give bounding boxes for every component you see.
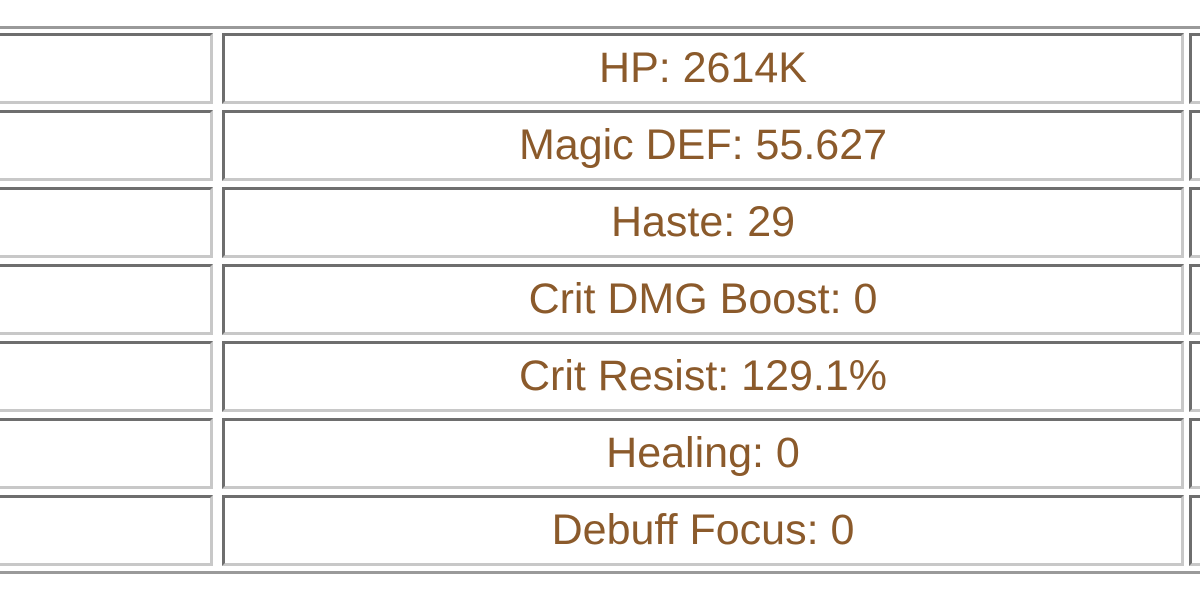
stat-cell: Debuff Focus: 0 [222,495,1184,566]
right-cell [1189,341,1200,412]
right-cell [1189,110,1200,181]
right-cell [1189,264,1200,335]
stats-table [0,26,1200,574]
left-cell [0,418,213,489]
right-cell [1189,418,1200,489]
left-cell [0,495,213,566]
right-cell [1189,187,1200,258]
left-cell [0,187,213,258]
left-cell [0,264,213,335]
left-cell [0,341,213,412]
left-cell [0,33,213,104]
stat-cell: Healing: 0 [222,418,1184,489]
stat-cell: Haste: 29 [222,187,1184,258]
stat-cell: Crit DMG Boost: 0 [222,264,1184,335]
stat-cell: Crit Resist: 129.1% [222,341,1184,412]
left-cell [0,110,213,181]
right-cell [1189,33,1200,104]
stat-cell: HP: 2614K [222,33,1184,104]
right-cell [1189,495,1200,566]
stat-cell: Magic DEF: 55.627 [222,110,1184,181]
